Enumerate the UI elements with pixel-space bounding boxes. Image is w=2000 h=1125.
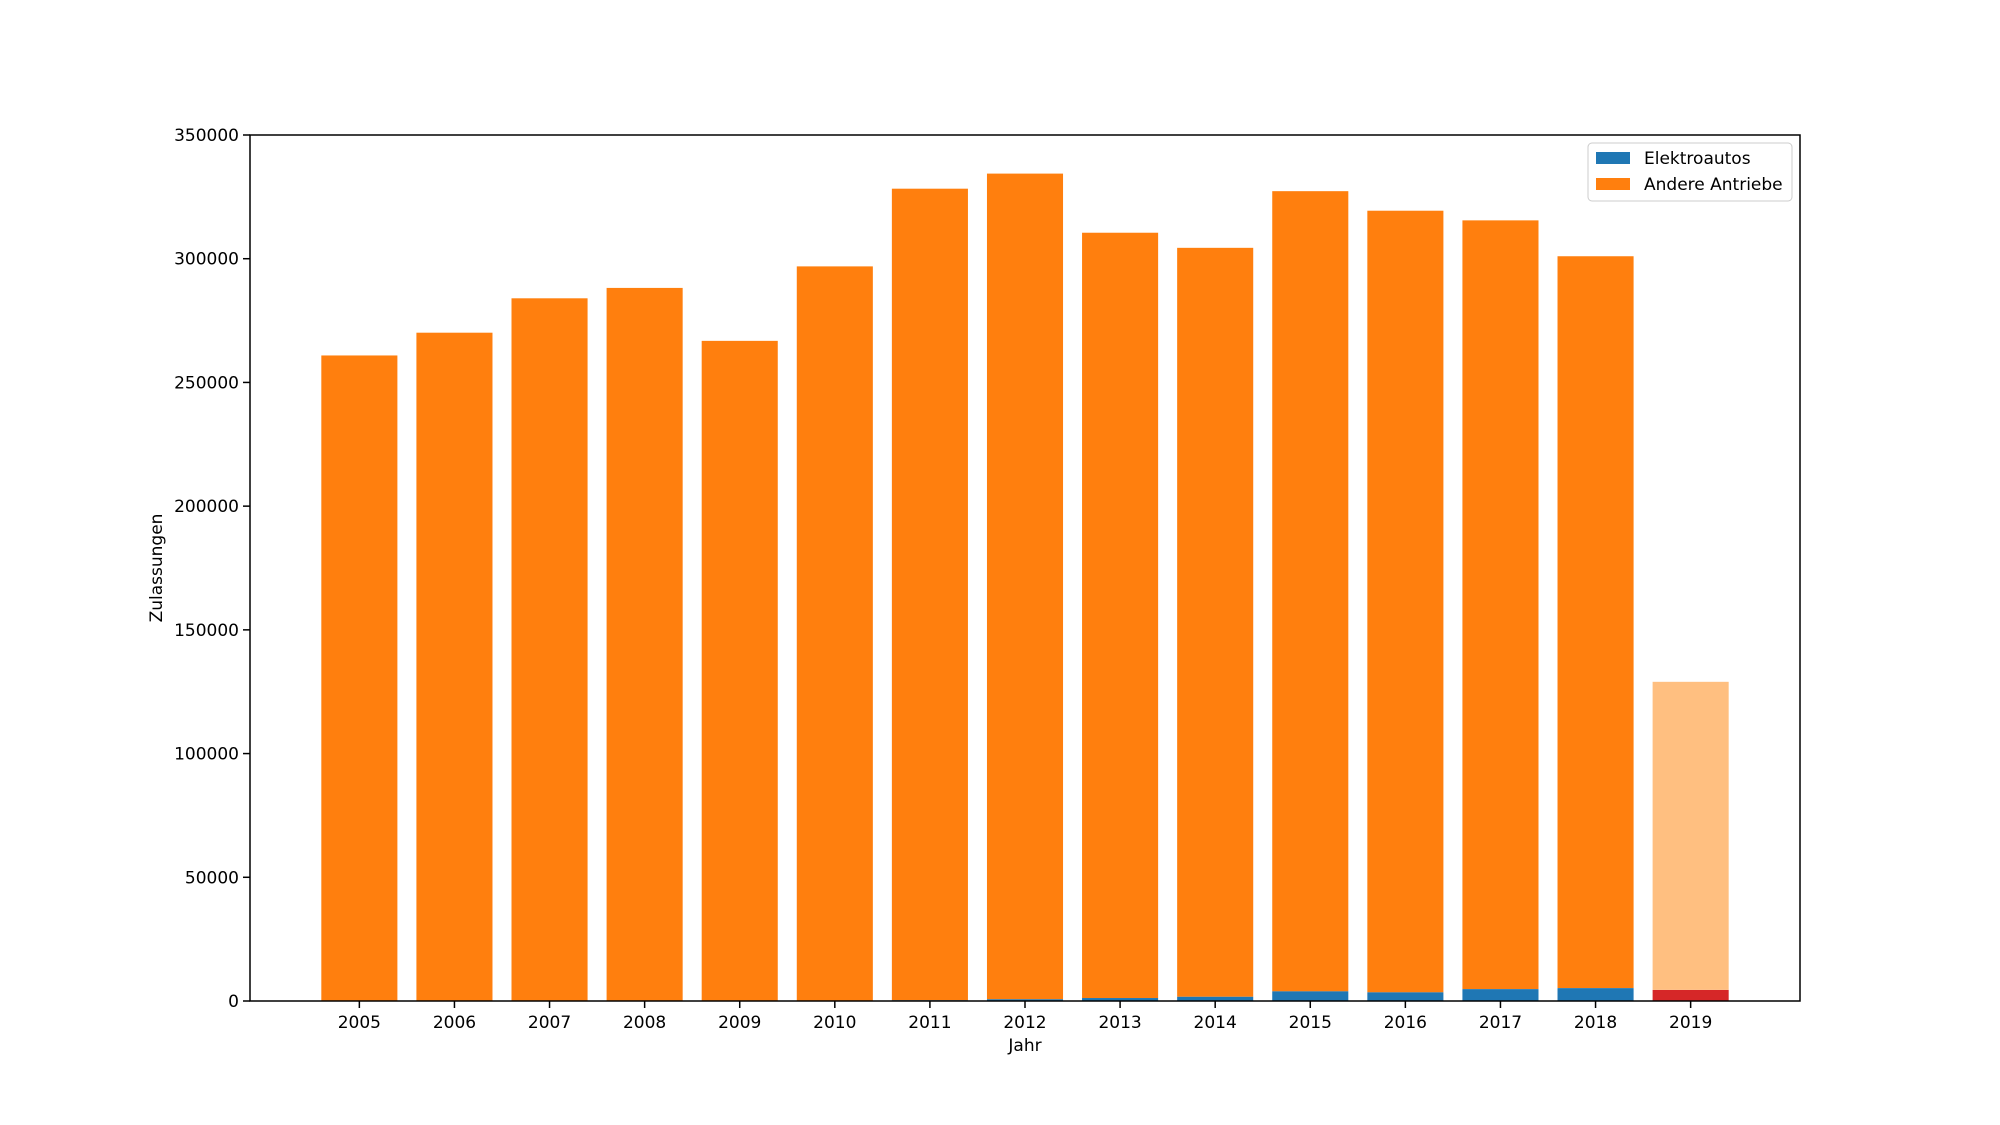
legend-label-andere-antriebe: Andere Antriebe (1644, 175, 1783, 195)
legend: Elektroautos Andere Antriebe (1587, 142, 1793, 202)
bars-group (321, 173, 1729, 1001)
y-axis: 0 50000 100000 150000 200000 250000 300000 3500… (174, 126, 250, 1012)
x-tick-label: 2006 (433, 1013, 476, 1033)
legend-label-elektroautos: Elektroautos (1644, 149, 1751, 169)
x-tick-label: 2016 (1384, 1013, 1427, 1033)
bar-2014-elektroautos (1177, 996, 1254, 1001)
y-tick-label: 0 (228, 992, 239, 1012)
bar-2011-andere-antriebe (891, 188, 968, 1001)
x-tick-label: 2019 (1669, 1013, 1712, 1033)
bar-2007-andere-antriebe (511, 298, 588, 1001)
bar-2015-elektroautos (1272, 991, 1349, 1001)
x-tick-label: 2007 (528, 1013, 571, 1033)
y-tick-label: 250000 (174, 373, 239, 393)
x-tick-label: 2008 (623, 1013, 666, 1033)
bar-2019-partial-andere-antriebe (1652, 681, 1729, 990)
x-tick-label: 2011 (908, 1013, 951, 1033)
bar-2018-elektroautos (1557, 988, 1634, 1001)
bar-2012-elektroautos (986, 999, 1064, 1001)
x-tick-label: 2013 (1098, 1013, 1141, 1033)
bar-2009-andere-antriebe (701, 340, 778, 1001)
y-axis-label: Zulassungen (147, 514, 167, 623)
y-tick-label: 50000 (185, 868, 239, 888)
x-tick-label: 2010 (813, 1013, 856, 1033)
legend-frame (1587, 142, 1793, 202)
bar-2017-elektroautos (1462, 989, 1539, 1001)
bar-2008-andere-antriebe (606, 287, 683, 1001)
bar-2013-andere-antriebe (1082, 232, 1159, 999)
bar-2005-andere-antriebe (321, 355, 398, 1001)
bar-2018-andere-antriebe (1557, 256, 1634, 989)
legend-swatch-elektroautos (1596, 152, 1630, 164)
bar-2013-elektroautos (1082, 998, 1159, 1001)
x-tick-label: 2012 (1003, 1013, 1046, 1033)
x-tick-label: 2009 (718, 1013, 761, 1033)
y-tick-label: 150000 (174, 621, 239, 641)
bar-2016-andere-antriebe (1367, 210, 1444, 993)
x-tick-label: 2017 (1479, 1013, 1522, 1033)
x-axis-label: Jahr (1007, 1036, 1041, 1056)
bar-2019-partial-elektroautos (1652, 989, 1729, 1001)
bar-2016-elektroautos (1367, 992, 1444, 1001)
x-tick-label: 2015 (1289, 1013, 1332, 1033)
bar-2010-andere-antriebe (796, 266, 873, 1001)
x-tick-label: 2018 (1574, 1013, 1617, 1033)
x-tick-label: 2005 (338, 1013, 381, 1033)
bar-2006-andere-antriebe (416, 332, 493, 1001)
bar-2017-andere-antriebe (1462, 220, 1539, 990)
y-tick-label: 350000 (174, 126, 239, 146)
x-axis: 2005 2006 2007 2008 2009 2010 2011 2012 2013 2014… (338, 1001, 1712, 1033)
y-tick-label: 200000 (174, 497, 239, 517)
bar-2012-andere-antriebe (986, 173, 1064, 1000)
legend-swatch-andere-antriebe (1596, 178, 1630, 190)
x-tick-label: 2014 (1194, 1013, 1237, 1033)
y-tick-label: 300000 (174, 250, 239, 270)
bar-2014-andere-antriebe (1177, 247, 1254, 997)
bar-2015-andere-antriebe (1272, 191, 1349, 992)
y-tick-label: 100000 (174, 745, 239, 765)
